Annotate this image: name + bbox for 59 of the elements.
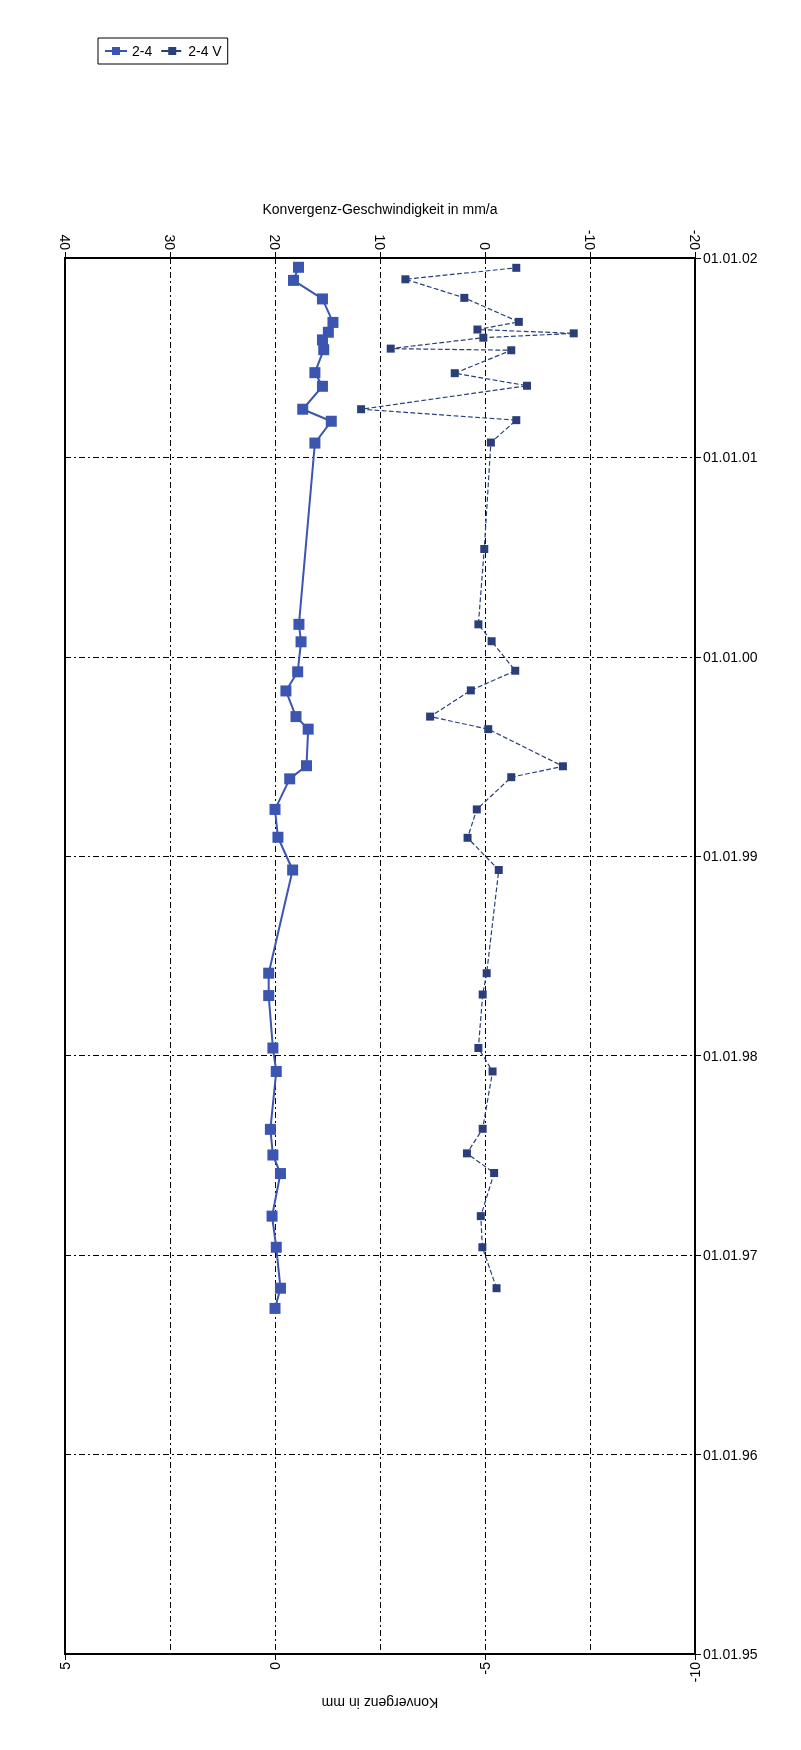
y-tick-label: 01.01.95 — [703, 1646, 758, 1662]
point — [357, 405, 366, 414]
x2-tick-label: 20 — [267, 234, 283, 251]
y-tick-label: 01.01.98 — [703, 1047, 758, 1064]
point — [514, 317, 523, 326]
x2-tick-label: 30 — [162, 234, 178, 251]
point — [484, 725, 493, 734]
x2-tick-label: 0 — [477, 242, 493, 251]
point — [507, 773, 516, 782]
point — [473, 325, 482, 334]
x2-tick-label: 10 — [372, 234, 388, 251]
point — [492, 1284, 501, 1293]
x2-tick-label: -10 — [582, 229, 598, 251]
point — [474, 1043, 483, 1052]
point — [386, 344, 395, 353]
point — [480, 544, 489, 553]
point — [426, 712, 435, 721]
point — [462, 1149, 471, 1158]
point — [507, 346, 516, 355]
y-tick-label: 01.01.01 — [703, 449, 758, 466]
y-tick-label: 01.01.96 — [703, 1446, 758, 1463]
point — [569, 329, 578, 338]
point — [476, 1212, 485, 1221]
point — [460, 293, 469, 302]
x-tick-label: 0 — [267, 1661, 283, 1670]
point — [479, 333, 488, 342]
x2-tick-label: -20 — [687, 229, 703, 251]
point — [486, 438, 495, 447]
point — [474, 620, 483, 629]
point — [478, 1243, 487, 1252]
point — [487, 637, 496, 646]
point — [494, 866, 503, 875]
point — [523, 381, 531, 390]
point — [558, 762, 567, 771]
y-tick-label: 01.01.99 — [703, 848, 758, 865]
point — [512, 416, 521, 425]
point — [490, 1169, 499, 1178]
point — [511, 666, 520, 675]
x2-tick-label: 40 — [57, 234, 73, 251]
x-axis-title: Konvergenz in mm — [321, 1695, 439, 1711]
x-tick-label: 5 — [57, 1661, 73, 1670]
x-tick-label: -10 — [687, 1661, 703, 1683]
point — [463, 833, 472, 842]
x-tick-label: -5 — [477, 1661, 493, 1675]
point — [512, 263, 521, 272]
legend-label: 2-4 — [132, 43, 153, 59]
legend-label: 2-4 V — [188, 43, 223, 59]
point — [488, 1067, 497, 1076]
point — [450, 369, 459, 378]
point — [482, 969, 491, 978]
point — [466, 686, 475, 695]
point — [472, 805, 481, 814]
y-tick-label: 01.01.97 — [703, 1246, 758, 1263]
y-tick-label: 01.01.00 — [703, 649, 758, 666]
point — [478, 1124, 487, 1133]
y-tick-label: 01.01.02 — [703, 250, 758, 266]
point — [478, 990, 487, 999]
x2-axis-title: Konvergenz-Geschwindigkeit in mm/a — [262, 201, 498, 217]
point — [401, 275, 410, 284]
